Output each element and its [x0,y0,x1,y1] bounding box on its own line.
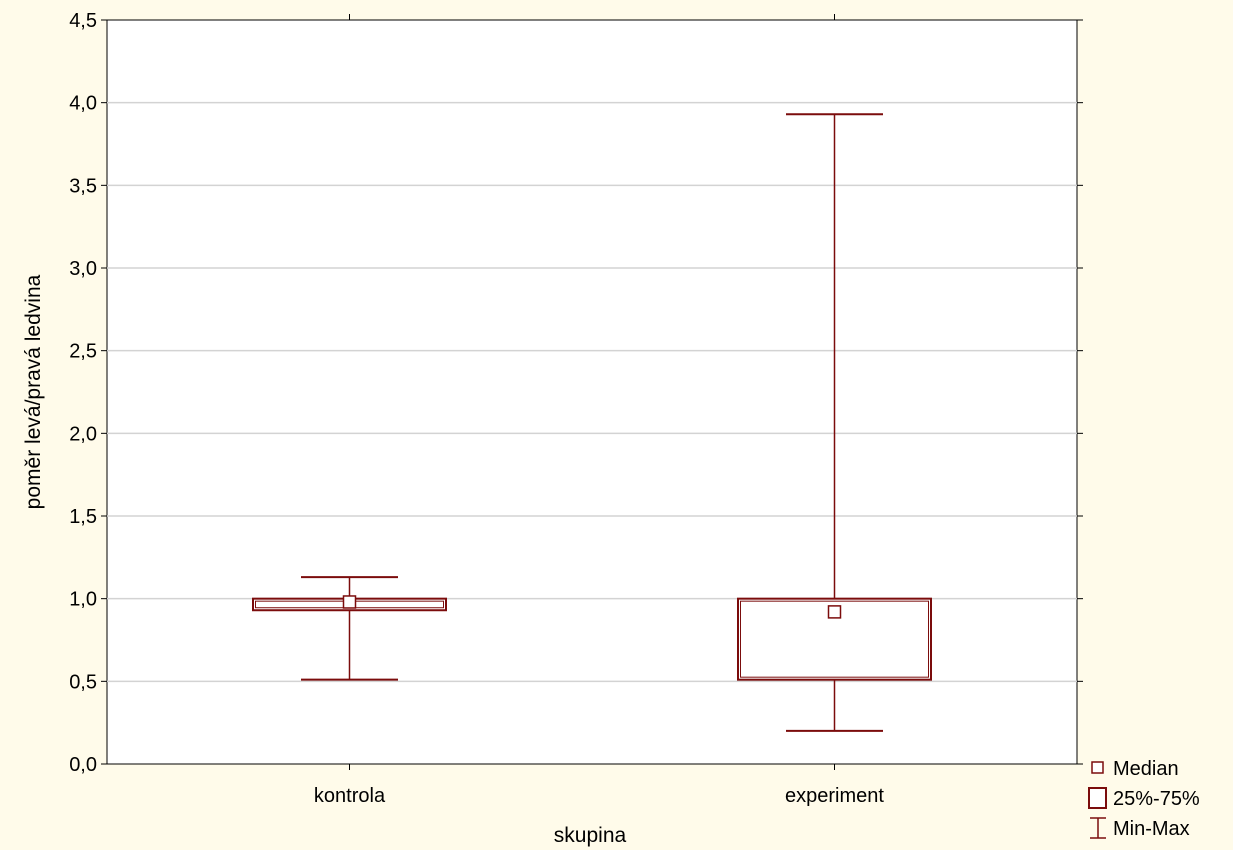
box-series [252,113,932,732]
x-axis-ticks: kontrola experiment [314,14,884,807]
y-tick-label: 1,0 [69,589,97,611]
legend: Median 25%-75% Min-Max [1088,758,1200,840]
median-marker [827,605,842,619]
y-tick-label: 0,5 [69,671,97,693]
y-tick-label: 1,5 [69,506,97,528]
legend-box-icon [1088,787,1107,809]
legend-label: Min-Max [1113,818,1190,840]
y-tick-label: 2,0 [69,423,97,445]
y-tick-label: 2,5 [69,341,97,363]
legend-label: 25%-75% [1113,788,1200,810]
y-tick-label: 4,5 [69,10,97,32]
box-experiment [737,113,932,732]
y-tick-label: 3,0 [69,258,97,280]
box-kontrola [252,576,447,681]
box-iqr-inner [740,600,929,678]
x-tick-label: experiment [785,785,884,807]
legend-median-icon [1091,761,1104,774]
y-axis-title: poměr levá/pravá ledvina [22,274,45,509]
y-tick-label: 0,0 [69,754,97,776]
median-marker [342,595,357,609]
y-axis-ticks: 0,0 0,5 1,0 1,5 2,0 2,5 3,0 3,5 4,0 4,5 [69,10,1083,776]
x-axis-title: skupina [554,824,627,847]
y-tick-label: 3,5 [69,175,97,197]
y-tick-label: 4,0 [69,93,97,115]
legend-label: Median [1113,758,1179,780]
x-tick-label: kontrola [314,785,386,807]
